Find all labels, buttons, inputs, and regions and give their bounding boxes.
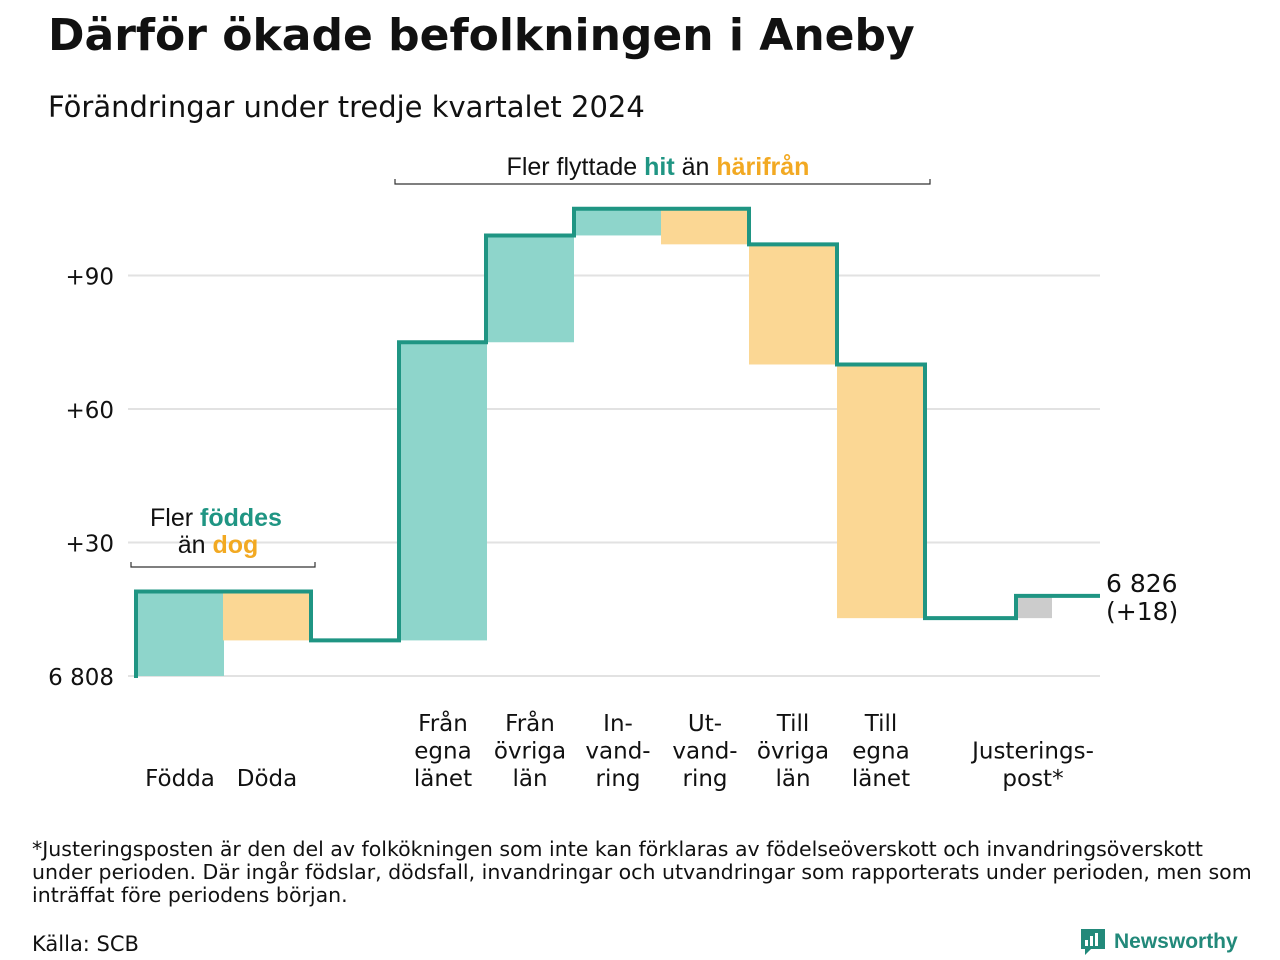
waterfall-bar <box>136 591 224 676</box>
births-bracket <box>130 562 316 568</box>
footnote: *Justeringsposten är den del av folkökni… <box>32 837 1252 907</box>
waterfall-bar <box>223 591 311 641</box>
y-tick-label: +90 <box>65 265 114 291</box>
waterfall-bar <box>399 342 487 641</box>
moves-annotation: Fler flyttade hit än härifrån <box>507 153 810 181</box>
end-change-label: (+18) <box>1106 597 1178 626</box>
waterfall-bar <box>837 364 925 619</box>
annotation-highlight-harifran: härifrån <box>716 153 809 181</box>
x-axis-label: Till <box>864 711 898 737</box>
chart-subtitle: Förändringar under tredje kvartalet 2024 <box>48 90 645 124</box>
y-tick-label: 6 808 <box>48 665 114 691</box>
x-axis-label: egna <box>852 739 909 765</box>
x-axis-label: övriga <box>494 739 566 765</box>
newsworthy-logo-icon <box>1081 929 1105 955</box>
births-annotation-line1: Fler föddes <box>150 504 282 532</box>
x-axis-label: övriga <box>757 739 829 765</box>
end-value-label: 6 826 <box>1106 569 1178 598</box>
x-axis-label: Till <box>776 711 810 737</box>
population-step-line <box>134 206 1100 678</box>
x-axis-label: länet <box>852 766 910 792</box>
x-axis-label: län <box>512 766 547 792</box>
x-axis-label: vand- <box>585 739 650 765</box>
annotation-text: än <box>178 531 213 559</box>
waterfall-bar <box>486 235 574 343</box>
x-axis-label: In- <box>603 711 633 737</box>
annotation-text: än <box>675 153 717 181</box>
y-tick-label: +60 <box>65 398 114 424</box>
x-axis-label: Från <box>505 709 555 737</box>
x-axis-label: Justerings- <box>970 739 1094 765</box>
x-axis-label: Döda <box>237 766 297 792</box>
brand-name: Newsworthy <box>1114 930 1238 953</box>
x-axis-label: ring <box>682 766 727 792</box>
x-axis-label: Ut- <box>688 711 722 737</box>
y-tick-label: +30 <box>65 532 114 558</box>
waterfall-bar <box>574 208 662 236</box>
annotation-highlight-hit: hit <box>644 153 675 181</box>
waterfall-chart: 6 808+30+60+90 Födda DödaFrånegnalänetFrå… <box>48 153 1178 792</box>
annotation-highlight-born: föddes <box>200 504 282 532</box>
x-axis-label: länet <box>414 766 472 792</box>
x-axis-label: egna <box>414 739 471 765</box>
brand-logo: Newsworthy <box>1080 928 1238 956</box>
annotation-text: Fler <box>150 504 200 532</box>
x-axis-label: Födda <box>145 766 215 792</box>
source-label: Källa: SCB <box>32 932 139 956</box>
x-axis-label: Från <box>418 709 468 737</box>
annotation-text: Fler flyttade <box>507 153 645 181</box>
waterfall-bar <box>661 208 749 245</box>
moves-bracket <box>394 179 931 185</box>
waterfall-bar <box>1016 595 1052 619</box>
x-axis-label: län <box>775 766 810 792</box>
x-axis-label: vand- <box>672 739 737 765</box>
waterfall-bar <box>749 244 837 365</box>
x-axis-label: ring <box>595 766 640 792</box>
x-axis-label: post* <box>1002 766 1063 792</box>
annotation-highlight-died: dog <box>212 531 258 559</box>
births-annotation-line2: än dog <box>178 531 259 559</box>
chart-title: Därför ökade befolkningen i Aneby <box>48 10 915 61</box>
